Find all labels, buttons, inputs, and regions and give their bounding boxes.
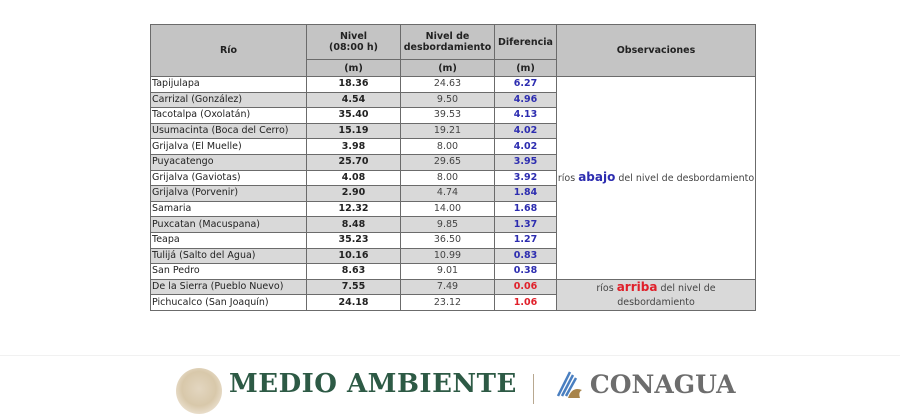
conagua-logo-icon [552, 368, 586, 402]
level-difference: 0.06 [494, 278, 557, 296]
level-difference: 1.27 [494, 231, 557, 249]
river-name: Tapijulapa [150, 76, 307, 93]
table-row: Grijalva (El Muelle) 3.98 8.00 4.02 [150, 138, 756, 155]
level-difference: 3.92 [494, 169, 557, 187]
river-levels-table: Río Nivel (08:00 h) Nivel de desbordamient… [150, 24, 756, 311]
level-difference: 1.06 [494, 294, 557, 311]
current-level: 8.48 [306, 216, 401, 233]
overflow-level: 4.74 [400, 185, 495, 202]
table-row: Grijalva (Porvenir) 2.90 4.74 1.84 [150, 185, 756, 202]
level-difference: 4.13 [494, 107, 557, 124]
observation-above: ríos arriba del nivel de desbordamiento [556, 278, 756, 311]
observation-prefix: ríos [557, 172, 579, 184]
table-row: Teapa 35.23 36.50 1.27 [150, 231, 756, 249]
logo-separator [532, 374, 534, 404]
current-level: 3.98 [306, 138, 401, 155]
table-row: Samaria 12.32 14.00 1.68 [150, 200, 756, 218]
current-level: 2.90 [306, 185, 401, 202]
level-difference: 4.02 [494, 138, 557, 155]
current-level: 7.55 [306, 278, 401, 296]
header-river: Río [150, 24, 307, 77]
river-name: Grijalva (El Muelle) [150, 138, 307, 155]
river-name: Puyacatengo [150, 153, 307, 171]
overflow-level: 9.85 [400, 216, 495, 233]
unit-level: (m) [306, 59, 401, 77]
current-level: 18.36 [306, 76, 401, 93]
header-level: Nivel (08:00 h) [306, 24, 401, 60]
overflow-level: 10.99 [400, 247, 495, 265]
level-difference: 4.96 [494, 91, 557, 109]
level-difference: 1.68 [494, 200, 557, 218]
current-level: 24.18 [306, 294, 401, 311]
river-name: Tulijá (Salto del Agua) [150, 247, 307, 265]
river-name: Teapa [150, 231, 307, 249]
current-level: 8.63 [306, 263, 401, 280]
level-difference: 0.83 [494, 247, 557, 265]
current-level: 25.70 [306, 153, 401, 171]
current-level: 4.54 [306, 91, 401, 109]
unit-overflow: (m) [400, 59, 495, 77]
table-row: Pichucalco (San Joaquín) 24.18 23.12 1.06 [150, 294, 756, 311]
overflow-level: 8.00 [400, 138, 495, 155]
overflow-level: 8.00 [400, 169, 495, 187]
mexico-seal-icon [176, 368, 222, 414]
observation-suffix: del nivel de desbordamiento [615, 172, 755, 184]
level-difference: 6.27 [494, 76, 557, 93]
medio-ambiente-logo-text: MEDIO AMBIENTE [229, 369, 517, 399]
level-difference: 1.84 [494, 185, 557, 202]
river-name: De la Sierra (Pueblo Nuevo) [150, 278, 307, 296]
footer-divider [0, 355, 900, 356]
table-row: Tapijulapa 18.36 24.63 6.27 ríos abajo del n… [150, 76, 756, 280]
conagua-logo-text: CONAGUA [589, 370, 736, 399]
overflow-level: 9.50 [400, 91, 495, 109]
current-level: 35.23 [306, 231, 401, 249]
river-name: Grijalva (Porvenir) [150, 185, 307, 202]
observation-keyword: arriba [616, 279, 658, 294]
header-overflow-level: Nivel de desbordamiento [400, 24, 495, 60]
unit-difference: (m) [494, 59, 557, 77]
level-difference: 3.95 [494, 153, 557, 171]
header-difference: Diferencia [494, 24, 557, 60]
overflow-level: 29.65 [400, 153, 495, 171]
river-name: Tacotalpa (Oxolatán) [150, 107, 307, 124]
footer-logos: MEDIO AMBIENTE CONAGUA [176, 368, 736, 414]
table-row: De la Sierra (Pueblo Nuevo) 7.55 7.49 0.06 r… [150, 278, 756, 311]
level-difference: 4.02 [494, 122, 557, 140]
overflow-level: 9.01 [400, 263, 495, 280]
overflow-level: 39.53 [400, 107, 495, 124]
table-row: Tacotalpa (Oxolatán) 35.40 39.53 4.13 [150, 107, 756, 124]
overflow-level: 14.00 [400, 200, 495, 218]
overflow-level: 24.63 [400, 76, 495, 93]
river-name: Samaria [150, 200, 307, 218]
river-name: Grijalva (Gaviotas) [150, 169, 307, 187]
river-name: Puxcatan (Macuspana) [150, 216, 307, 233]
current-level: 12.32 [306, 200, 401, 218]
current-level: 4.08 [306, 169, 401, 187]
river-name: Usumacinta (Boca del Cerro) [150, 122, 307, 140]
overflow-level: 19.21 [400, 122, 495, 140]
river-name: Carrizal (González) [150, 91, 307, 109]
current-level: 15.19 [306, 122, 401, 140]
observation-suffix: del nivel de desbordamiento [617, 282, 716, 308]
river-name: San Pedro [150, 263, 307, 280]
river-name: Pichucalco (San Joaquín) [150, 294, 307, 311]
overflow-level: 7.49 [400, 278, 495, 296]
overflow-level: 23.12 [400, 294, 495, 311]
level-difference: 1.37 [494, 216, 557, 233]
overflow-level: 36.50 [400, 231, 495, 249]
observation-below: ríos abajo del nivel de desbordamiento [556, 76, 756, 280]
level-difference: 0.38 [494, 263, 557, 280]
current-level: 35.40 [306, 107, 401, 124]
observation-keyword: abajo [578, 169, 616, 184]
header-observations: Observaciones [556, 24, 756, 77]
current-level: 10.16 [306, 247, 401, 265]
observation-prefix: ríos [596, 282, 617, 294]
